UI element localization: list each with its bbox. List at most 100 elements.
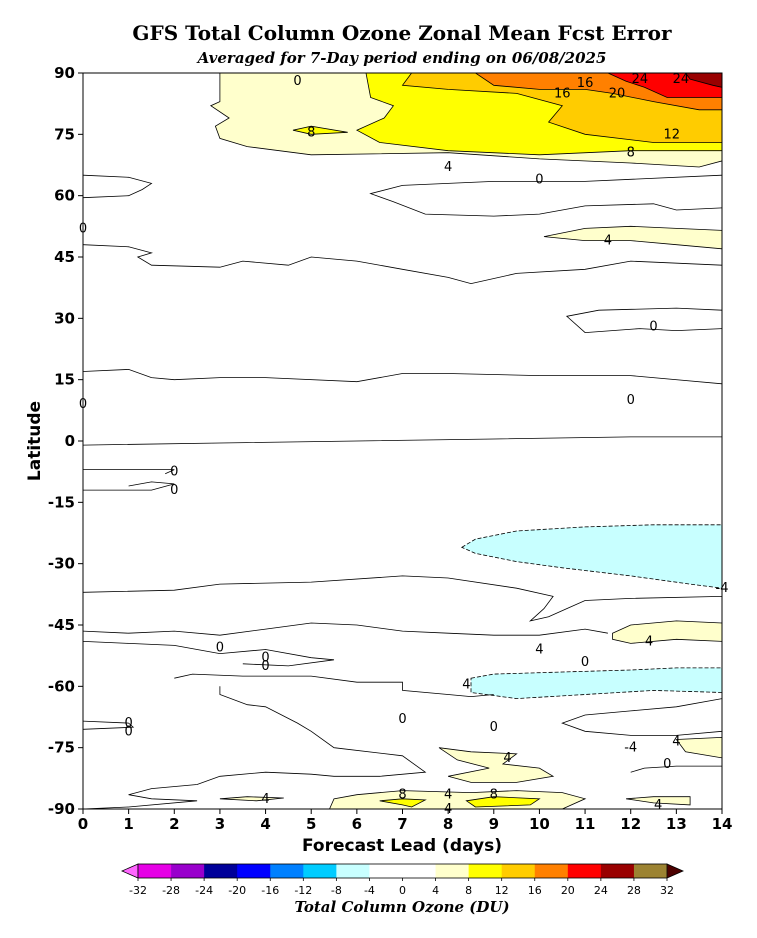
- colorbar-over-arrow: [666, 863, 684, 879]
- x-tick-label: 11: [575, 815, 596, 833]
- plot-background: [83, 73, 722, 809]
- y-tick-label: -45: [48, 616, 75, 634]
- x-tick-label: 13: [666, 815, 687, 833]
- colorbar-swatch: [600, 864, 635, 878]
- colorbar-under-arrow: [121, 863, 139, 879]
- contour-label: 4: [444, 160, 452, 175]
- contour-label: 4: [645, 634, 653, 649]
- contour-label: 8: [398, 788, 406, 803]
- colorbar-swatch: [402, 864, 436, 878]
- chart-subtitle: Averaged for 7-Day period ending on 06/0…: [196, 49, 607, 67]
- y-tick-label: 30: [54, 309, 75, 327]
- colorbar-tick-label: 0: [399, 884, 406, 897]
- y-tick-label: 60: [54, 187, 75, 205]
- contour-label: 16: [577, 76, 594, 91]
- contour-label: 4: [535, 643, 543, 658]
- x-axis-label: Forecast Lead (days): [302, 836, 502, 856]
- zero-line-1: [83, 244, 722, 285]
- contour-region-neg-25s: [460, 524, 722, 589]
- x-tick-label: 7: [397, 815, 407, 833]
- colorbar-swatch: [270, 864, 304, 878]
- zero-line-9: [174, 673, 494, 698]
- contour-label: 8: [307, 125, 315, 140]
- zero-line-13: [630, 765, 722, 793]
- zero-line-8: [83, 641, 335, 667]
- colorbar-tick-label: -32: [129, 884, 147, 897]
- colorbar-tick-label: 4: [432, 884, 439, 897]
- y-tick-label: -90: [48, 800, 75, 818]
- zero-line-10: [561, 698, 722, 736]
- contour-label: 8: [490, 788, 498, 803]
- contour-region-patch-4-50n: [543, 225, 722, 250]
- contour-label: 0: [398, 712, 406, 727]
- contour-label: 4: [654, 798, 662, 813]
- contour-label: 0: [125, 724, 133, 739]
- zero-line-3: [83, 368, 722, 385]
- y-tick-label: 0: [65, 432, 75, 450]
- colorbar-tick-label: -24: [195, 884, 213, 897]
- colorbar-tick-label: 32: [660, 884, 674, 897]
- colorbar-tick-label: 8: [465, 884, 472, 897]
- x-tick-label: 5: [306, 815, 316, 833]
- colorbar-swatch: [336, 864, 370, 878]
- x-tick-label: 12: [620, 815, 641, 833]
- contour-label: 0: [649, 320, 657, 335]
- x-tick-label: 10: [529, 815, 550, 833]
- chart-title: GFS Total Column Ozone Zonal Mean Fcst E…: [132, 21, 672, 45]
- y-tick-label: -60: [48, 677, 75, 695]
- colorbar-tick-label: 20: [561, 884, 575, 897]
- x-tick-label: 3: [215, 815, 225, 833]
- zero-line-6: [83, 575, 722, 622]
- contour-label: 0: [490, 720, 498, 735]
- contour-label: 20: [609, 86, 626, 101]
- contour-label: 0: [170, 483, 178, 498]
- contour-label: 4: [604, 234, 612, 249]
- contour-region-south-pole-8b: [465, 796, 541, 808]
- contour-region-patch-4-87s-east: [626, 796, 691, 806]
- y-tick-label: 75: [54, 125, 75, 143]
- contour-region-patch-4-75s-east: [675, 736, 722, 759]
- x-tick-label: 6: [352, 815, 362, 833]
- contour-label: 0: [125, 716, 133, 731]
- colorbar-swatch: [369, 864, 403, 878]
- filled-contours: [209, 73, 722, 809]
- y-axis-ticks: -90 -75 -60 -45 -30 -15 0 15 30 45 60 75 90: [48, 64, 83, 818]
- colorbar-tick-label: -16: [261, 884, 279, 897]
- contour-label: 0: [261, 659, 269, 674]
- y-tick-label: 45: [54, 248, 75, 266]
- zero-contour-lines: [83, 174, 722, 809]
- zero-line-2: [369, 174, 722, 217]
- x-tick-label: 8: [443, 815, 453, 833]
- contour-label: 12: [664, 127, 681, 142]
- colorbar-swatch: [171, 864, 205, 878]
- colorbar-swatch: [303, 864, 337, 878]
- y-tick-label: -75: [48, 739, 75, 757]
- colorbar-swatch: [435, 864, 469, 878]
- colorbar-tick-label: -12: [294, 884, 312, 897]
- y-tick-label: 90: [54, 64, 75, 82]
- colorbar-tick-label: 28: [627, 884, 641, 897]
- contour-region-south-pole-positive: [329, 790, 587, 809]
- zero-line-7: [83, 622, 608, 636]
- colorbar-swatch: [204, 864, 238, 878]
- contour-region-patch-8-north: [292, 125, 348, 135]
- contour-label: 16: [554, 86, 571, 101]
- y-tick-label: 15: [54, 371, 75, 389]
- colorbar-swatch: [138, 864, 172, 878]
- zero-line-5: [565, 307, 722, 334]
- x-axis-ticks: 0 1 2 3 4 5 6 7 8 9 10 11 12 13 14: [78, 809, 732, 833]
- contour-label: 4: [503, 751, 511, 766]
- y-tick-label: -30: [48, 555, 75, 573]
- colorbar-tick-label: -28: [162, 884, 180, 897]
- colorbar-tick-label: -8: [331, 884, 342, 897]
- zero-line-14: [83, 481, 175, 491]
- contour-label: 0: [627, 393, 635, 408]
- contour-region-neg-60s: [470, 667, 722, 700]
- zero-line-0: [83, 174, 153, 199]
- colorbar-tick-label: -4: [364, 884, 375, 897]
- contour-label: 4: [444, 788, 452, 803]
- colorbar-tick-label: 16: [528, 884, 542, 897]
